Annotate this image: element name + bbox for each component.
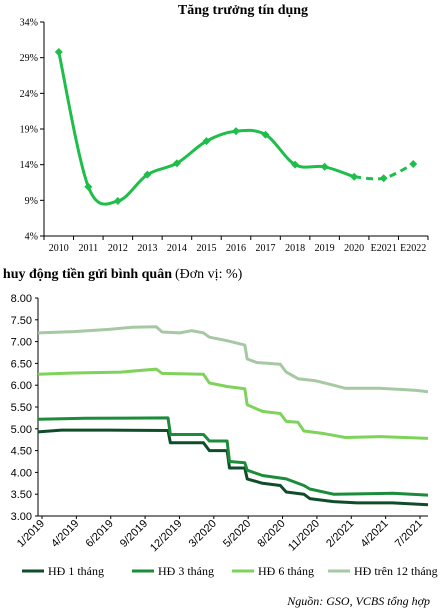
deposit-rate-title-main: Lãi suất huy động tiền gửi bình quân [0, 267, 172, 282]
x-tick-label: 2/2021 [324, 518, 356, 550]
deposit-rate-title: Lãi suất huy động tiền gửi bình quân [0, 267, 172, 282]
y-tick-label: 4.50 [11, 446, 32, 458]
y-tick-label: 4.00 [11, 467, 32, 479]
credit-growth-title: Tăng trưởng tín dụng [178, 3, 308, 18]
y-tick-label: 4% [25, 232, 38, 243]
credit-growth-line-actual [57, 51, 355, 206]
x-tick-label: 4/2021 [358, 518, 390, 550]
credit-growth-series [54, 47, 418, 206]
x-tick-label: 2010 [49, 243, 69, 254]
x-tick-label: 4/2019 [49, 518, 81, 550]
credit-growth-point [84, 182, 93, 191]
x-tick-label: E2022 [400, 243, 426, 254]
x-tick-label: 2015 [196, 243, 216, 254]
legend-label: HĐ 3 tháng [158, 564, 214, 578]
credit-growth-point [232, 127, 240, 136]
x-tick-label: 2020 [344, 243, 364, 254]
x-tick-label: 7/2021 [393, 518, 425, 550]
credit-growth-point [54, 47, 63, 56]
source-note: Nguồn: GSO, VCBS tổng hợp [286, 594, 430, 608]
x-tick-label: 6/2019 [84, 518, 116, 550]
deposit-rate-line-4 [37, 325, 429, 394]
credit-growth-chart: Tăng trưởng tín dụng 4% 9% 14% 19% 24% 29% 34%… [20, 3, 429, 254]
y-tick-label: 3.00 [11, 511, 32, 523]
x-tick-label: 12/2019 [148, 518, 185, 555]
y-tick-label: 14% [20, 160, 38, 171]
y-tick-label: 6.50 [11, 358, 32, 370]
legend-label: HĐ 1 tháng [48, 564, 104, 578]
deposit-rate-legend: HĐ 1 tháng HĐ 3 tháng HĐ 6 tháng HĐ trên 12… [22, 564, 438, 578]
x-tick-label: 2014 [167, 243, 187, 254]
x-tick-label: 2017 [256, 243, 276, 254]
y-tick-label: 24% [20, 89, 38, 100]
y-tick-label: 29% [20, 53, 38, 64]
deposit-rate-series [37, 325, 429, 507]
x-tick-label: 9/2019 [118, 518, 150, 550]
x-tick-label: 2018 [285, 243, 305, 254]
credit-growth-point [113, 197, 122, 206]
x-tick-label: 5/2020 [221, 518, 253, 550]
deposit-rate-line-1 [37, 428, 429, 507]
y-tick-label: 8.00 [11, 293, 32, 305]
y-tick-label: 34% [20, 18, 38, 29]
legend-label: HĐ trên 12 tháng [354, 564, 438, 578]
y-tick-label: 6.00 [11, 380, 32, 392]
x-tick-label: 2013 [137, 243, 157, 254]
credit-growth-point [202, 137, 211, 146]
y-tick-label: 7.00 [11, 337, 32, 349]
y-tick-label: 5.00 [11, 424, 32, 436]
x-tick-label: 11/2020 [286, 518, 322, 554]
x-tick-label: 8/2020 [255, 518, 287, 550]
credit-growth-point [350, 172, 359, 181]
x-tick-label: E2021 [371, 243, 397, 254]
y-tick-label: 7.50 [11, 315, 32, 327]
credit-growth-point [172, 159, 181, 168]
credit-growth-point [291, 160, 300, 169]
y-tick-label: 9% [25, 196, 38, 207]
credit-growth-point [409, 159, 418, 168]
x-tick-label: 2016 [226, 243, 246, 254]
x-tick-label: 2011 [78, 243, 98, 254]
x-tick-label: 2012 [108, 243, 128, 254]
credit-growth-point [143, 170, 152, 179]
credit-growth-point [320, 162, 329, 171]
y-tick-label: 19% [20, 125, 38, 136]
legend-label: HĐ 6 tháng [258, 564, 314, 578]
credit-growth-point [261, 130, 270, 139]
deposit-rate-unit: (Đơn vị: %) [175, 267, 243, 282]
x-tick-label: 3/2020 [187, 518, 219, 550]
y-tick-label: 5.50 [11, 402, 32, 414]
deposit-rate-line-3 [37, 367, 429, 440]
credit-growth-axes: 4% 9% 14% 19% 24% 29% 34% 2010 2011 2012 2013 2014 2… [20, 18, 429, 254]
credit-growth-point [379, 174, 388, 183]
deposit-rate-line-2 [37, 416, 429, 497]
x-tick-label: 2019 [315, 243, 335, 254]
y-tick-label: 3.50 [11, 489, 32, 501]
